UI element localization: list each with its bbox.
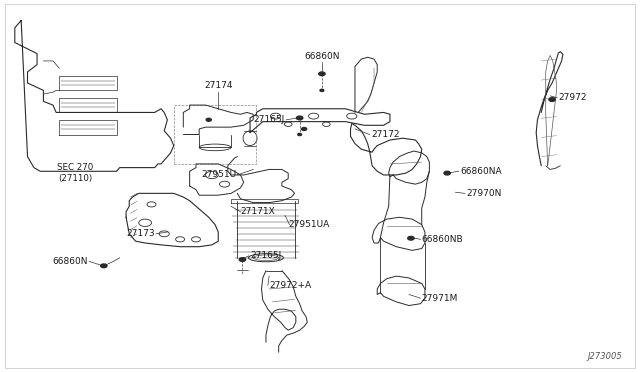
Circle shape — [319, 72, 325, 76]
Text: 27951U: 27951U — [201, 170, 236, 179]
Text: 66860N: 66860N — [304, 52, 340, 61]
Text: 66860NA: 66860NA — [460, 167, 502, 176]
Text: 27972: 27972 — [559, 93, 587, 102]
Circle shape — [298, 134, 301, 136]
Text: J273005: J273005 — [588, 352, 622, 361]
Circle shape — [100, 264, 107, 268]
Text: 27970N: 27970N — [467, 189, 502, 198]
Circle shape — [296, 116, 303, 120]
Text: 27951UA: 27951UA — [288, 220, 330, 229]
Circle shape — [444, 171, 451, 175]
Circle shape — [239, 258, 246, 262]
Text: 27171X: 27171X — [241, 207, 275, 216]
Text: 27173: 27173 — [126, 229, 155, 238]
Text: 27172: 27172 — [371, 130, 399, 139]
Circle shape — [408, 236, 414, 240]
Circle shape — [320, 89, 324, 92]
Circle shape — [206, 118, 211, 121]
Text: 27971M: 27971M — [422, 294, 458, 303]
Circle shape — [549, 98, 556, 102]
Text: 27174: 27174 — [204, 81, 232, 90]
Text: SEC 270
(27110): SEC 270 (27110) — [57, 163, 93, 183]
Text: 27165J: 27165J — [254, 115, 285, 124]
Text: 66860N: 66860N — [52, 257, 88, 266]
Text: 27165J: 27165J — [250, 251, 282, 260]
Circle shape — [301, 128, 307, 131]
Text: 66860NB: 66860NB — [422, 235, 463, 244]
Text: 27972+A: 27972+A — [269, 281, 311, 290]
